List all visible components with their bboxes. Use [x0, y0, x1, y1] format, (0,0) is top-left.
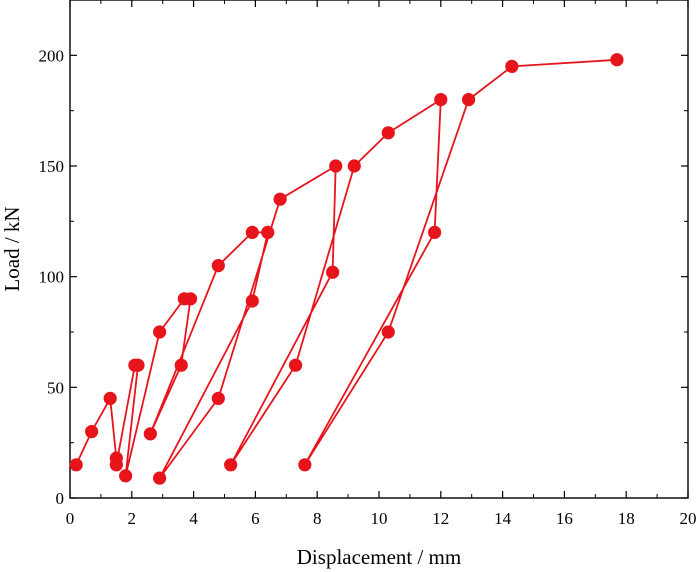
data-point — [224, 458, 238, 472]
data-point — [183, 292, 198, 306]
y-tick-label: 50 — [47, 378, 64, 397]
data-point — [326, 265, 340, 279]
data-point — [131, 358, 145, 372]
data-point — [381, 126, 395, 140]
data-point — [428, 225, 442, 239]
x-tick-label: 0 — [66, 509, 75, 528]
x-tick-label: 14 — [494, 509, 512, 528]
data-point — [347, 159, 361, 173]
data-point — [462, 93, 476, 107]
data-point — [153, 471, 167, 485]
x-tick-label: 2 — [128, 509, 137, 528]
data-point — [298, 458, 312, 472]
y-axis-title: Load / kN — [0, 206, 24, 291]
data-point — [174, 358, 188, 372]
data-point — [329, 159, 343, 173]
x-axis-title: Displacement / mm — [297, 545, 461, 569]
x-tick-label: 10 — [371, 509, 388, 528]
data-point — [245, 294, 259, 308]
data-point — [153, 325, 167, 339]
data-point — [610, 53, 624, 67]
data-point — [85, 424, 99, 439]
y-tick-label: 200 — [39, 46, 65, 65]
series-layer — [69, 53, 624, 485]
data-point — [261, 225, 275, 239]
y-tick-label: 100 — [39, 268, 65, 287]
plot-frame — [69, 0, 689, 499]
y-axis-ticks: 0 50 100 150 200 — [39, 46, 688, 508]
data-point — [143, 427, 157, 441]
data-point — [103, 391, 117, 405]
data-point — [434, 93, 448, 107]
data-point — [381, 325, 395, 339]
x-tick-label: 16 — [556, 509, 573, 528]
data-point — [211, 258, 225, 273]
y-tick-label: 0 — [56, 489, 65, 508]
data-point — [119, 469, 133, 483]
x-tick-label: 4 — [189, 509, 198, 528]
x-axis-ticks: 0 2 4 6 8 10 12 14 16 18 20 — [66, 0, 697, 528]
x-tick-label: 6 — [251, 509, 260, 528]
data-point — [288, 358, 303, 372]
x-tick-label: 20 — [680, 509, 697, 528]
x-tick-label: 18 — [618, 509, 635, 528]
data-point — [505, 59, 519, 74]
data-point — [69, 458, 83, 472]
series-line — [75, 58, 617, 480]
data-point — [245, 225, 259, 239]
data-point — [109, 458, 123, 472]
x-tick-label: 12 — [432, 509, 449, 528]
x-tick-label: 8 — [313, 509, 322, 528]
y-tick-label: 150 — [39, 157, 65, 176]
data-point — [273, 192, 287, 206]
data-point — [211, 391, 225, 405]
